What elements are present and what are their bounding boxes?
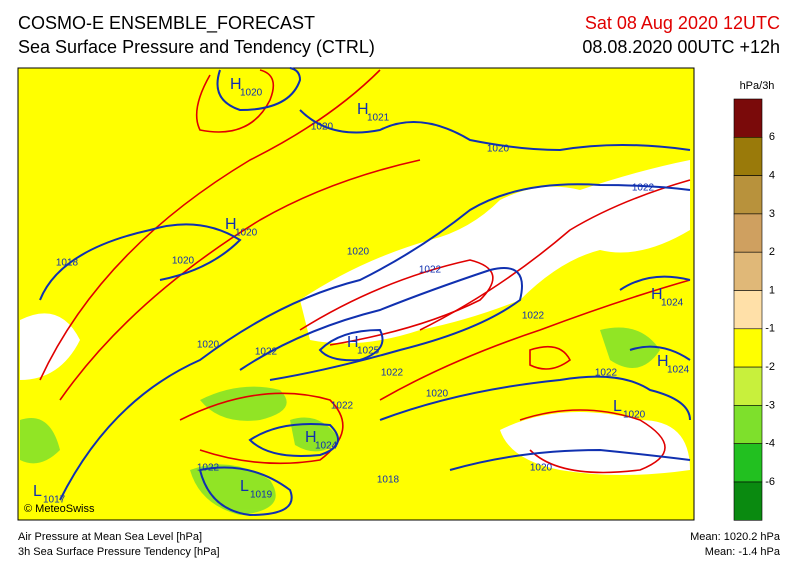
legend-swatch [733,98,763,138]
legend-swatch [733,175,763,215]
legend-unit: hPa/3h [740,80,775,92]
footer-left: 3h Sea Surface Pressure Tendency [hPa] [18,546,220,558]
center-letter: L [33,483,42,500]
center-letter: L [613,398,622,415]
run-time: 08.08.2020 00UTC +12h [582,37,780,57]
isobars [39,67,691,517]
legend-swatch [733,290,763,330]
subtitle: Sea Surface Pressure and Tendency (CTRL) [18,37,375,57]
legend-swatch [733,137,763,176]
isobar-label: 1022 [522,311,545,322]
isobar-label: 1020 [172,256,195,267]
legend-label: -6 [765,476,775,488]
center-value: 1019 [250,490,273,501]
tendency-green [20,327,660,515]
isobar-label: 1020 [197,340,220,351]
isobar-label: 1022 [419,265,442,276]
legend-swatch [733,213,763,253]
center-letter: H [230,76,242,93]
legend-swatch [733,366,763,406]
isobar-label: 1022 [632,183,655,194]
center-value: 1017 [43,495,66,506]
legend-label: -3 [765,399,775,411]
isobar-label: 1022 [255,347,278,358]
center-letter: H [651,286,663,303]
isobar-label: 1020 [347,247,370,258]
center-letter: H [657,353,669,370]
center-value: 1024 [661,298,684,309]
footer-left: Air Pressure at Mean Sea Level [hPa] [18,531,202,543]
isobar-label: 1020 [487,144,510,155]
legend-label: -2 [765,361,775,373]
isobar-label: 1022 [595,368,618,379]
valid-time: Sat 08 Aug 2020 12UTC [585,13,780,33]
legend-label: 3 [769,208,775,220]
center-value: 1024 [667,365,690,376]
tendency-white [20,160,690,475]
center-value: 1020 [623,410,646,421]
legend-swatch [733,481,763,521]
center-letter: H [347,334,359,351]
isobar-label: 1018 [377,475,400,486]
center-value: 1020 [240,88,263,99]
isobar-label: 1020 [311,122,334,133]
center-value: 1021 [367,113,390,124]
footer-right: Mean: -1.4 hPa [705,546,781,558]
center-letter: H [225,216,237,233]
center-letter: L [240,478,249,495]
legend-swatch [733,443,763,483]
legend-label: 6 [769,131,775,143]
isobar-label: 1018 [56,258,79,269]
center-letter: H [305,429,317,446]
footer-right: Mean: 1020.2 hPa [690,531,781,543]
legend-label: 2 [769,246,775,258]
legend-swatch [733,328,763,368]
center-letter: H [357,101,369,118]
center-value: 1020 [235,228,258,239]
center-value: 1025 [357,346,380,357]
isobar-label: 1022 [197,463,220,474]
isobar-label: 1020 [426,389,449,400]
legend-label: -4 [765,438,775,450]
legend: hPa/3h 6 4 3 2 1 -1 -2 -3 -4 -6 [733,80,775,521]
tendency-contours [39,69,691,474]
title: COSMO-E ENSEMBLE_FORECAST [18,13,315,34]
legend-label: 4 [769,170,775,182]
legend-label: -1 [765,323,775,335]
legend-label: 1 [769,284,775,296]
isobar-label: 1020 [530,463,553,474]
center-value: 1024 [315,441,338,452]
legend-swatch [733,251,763,291]
isobar-label: 1022 [331,401,354,412]
map: © MeteoSwiss 1020 1020 1022 1020 1018 1020 102… [17,67,695,521]
legend-swatch [733,405,763,444]
map-credit: © MeteoSwiss [24,503,95,515]
isobar-label: 1022 [381,368,404,379]
